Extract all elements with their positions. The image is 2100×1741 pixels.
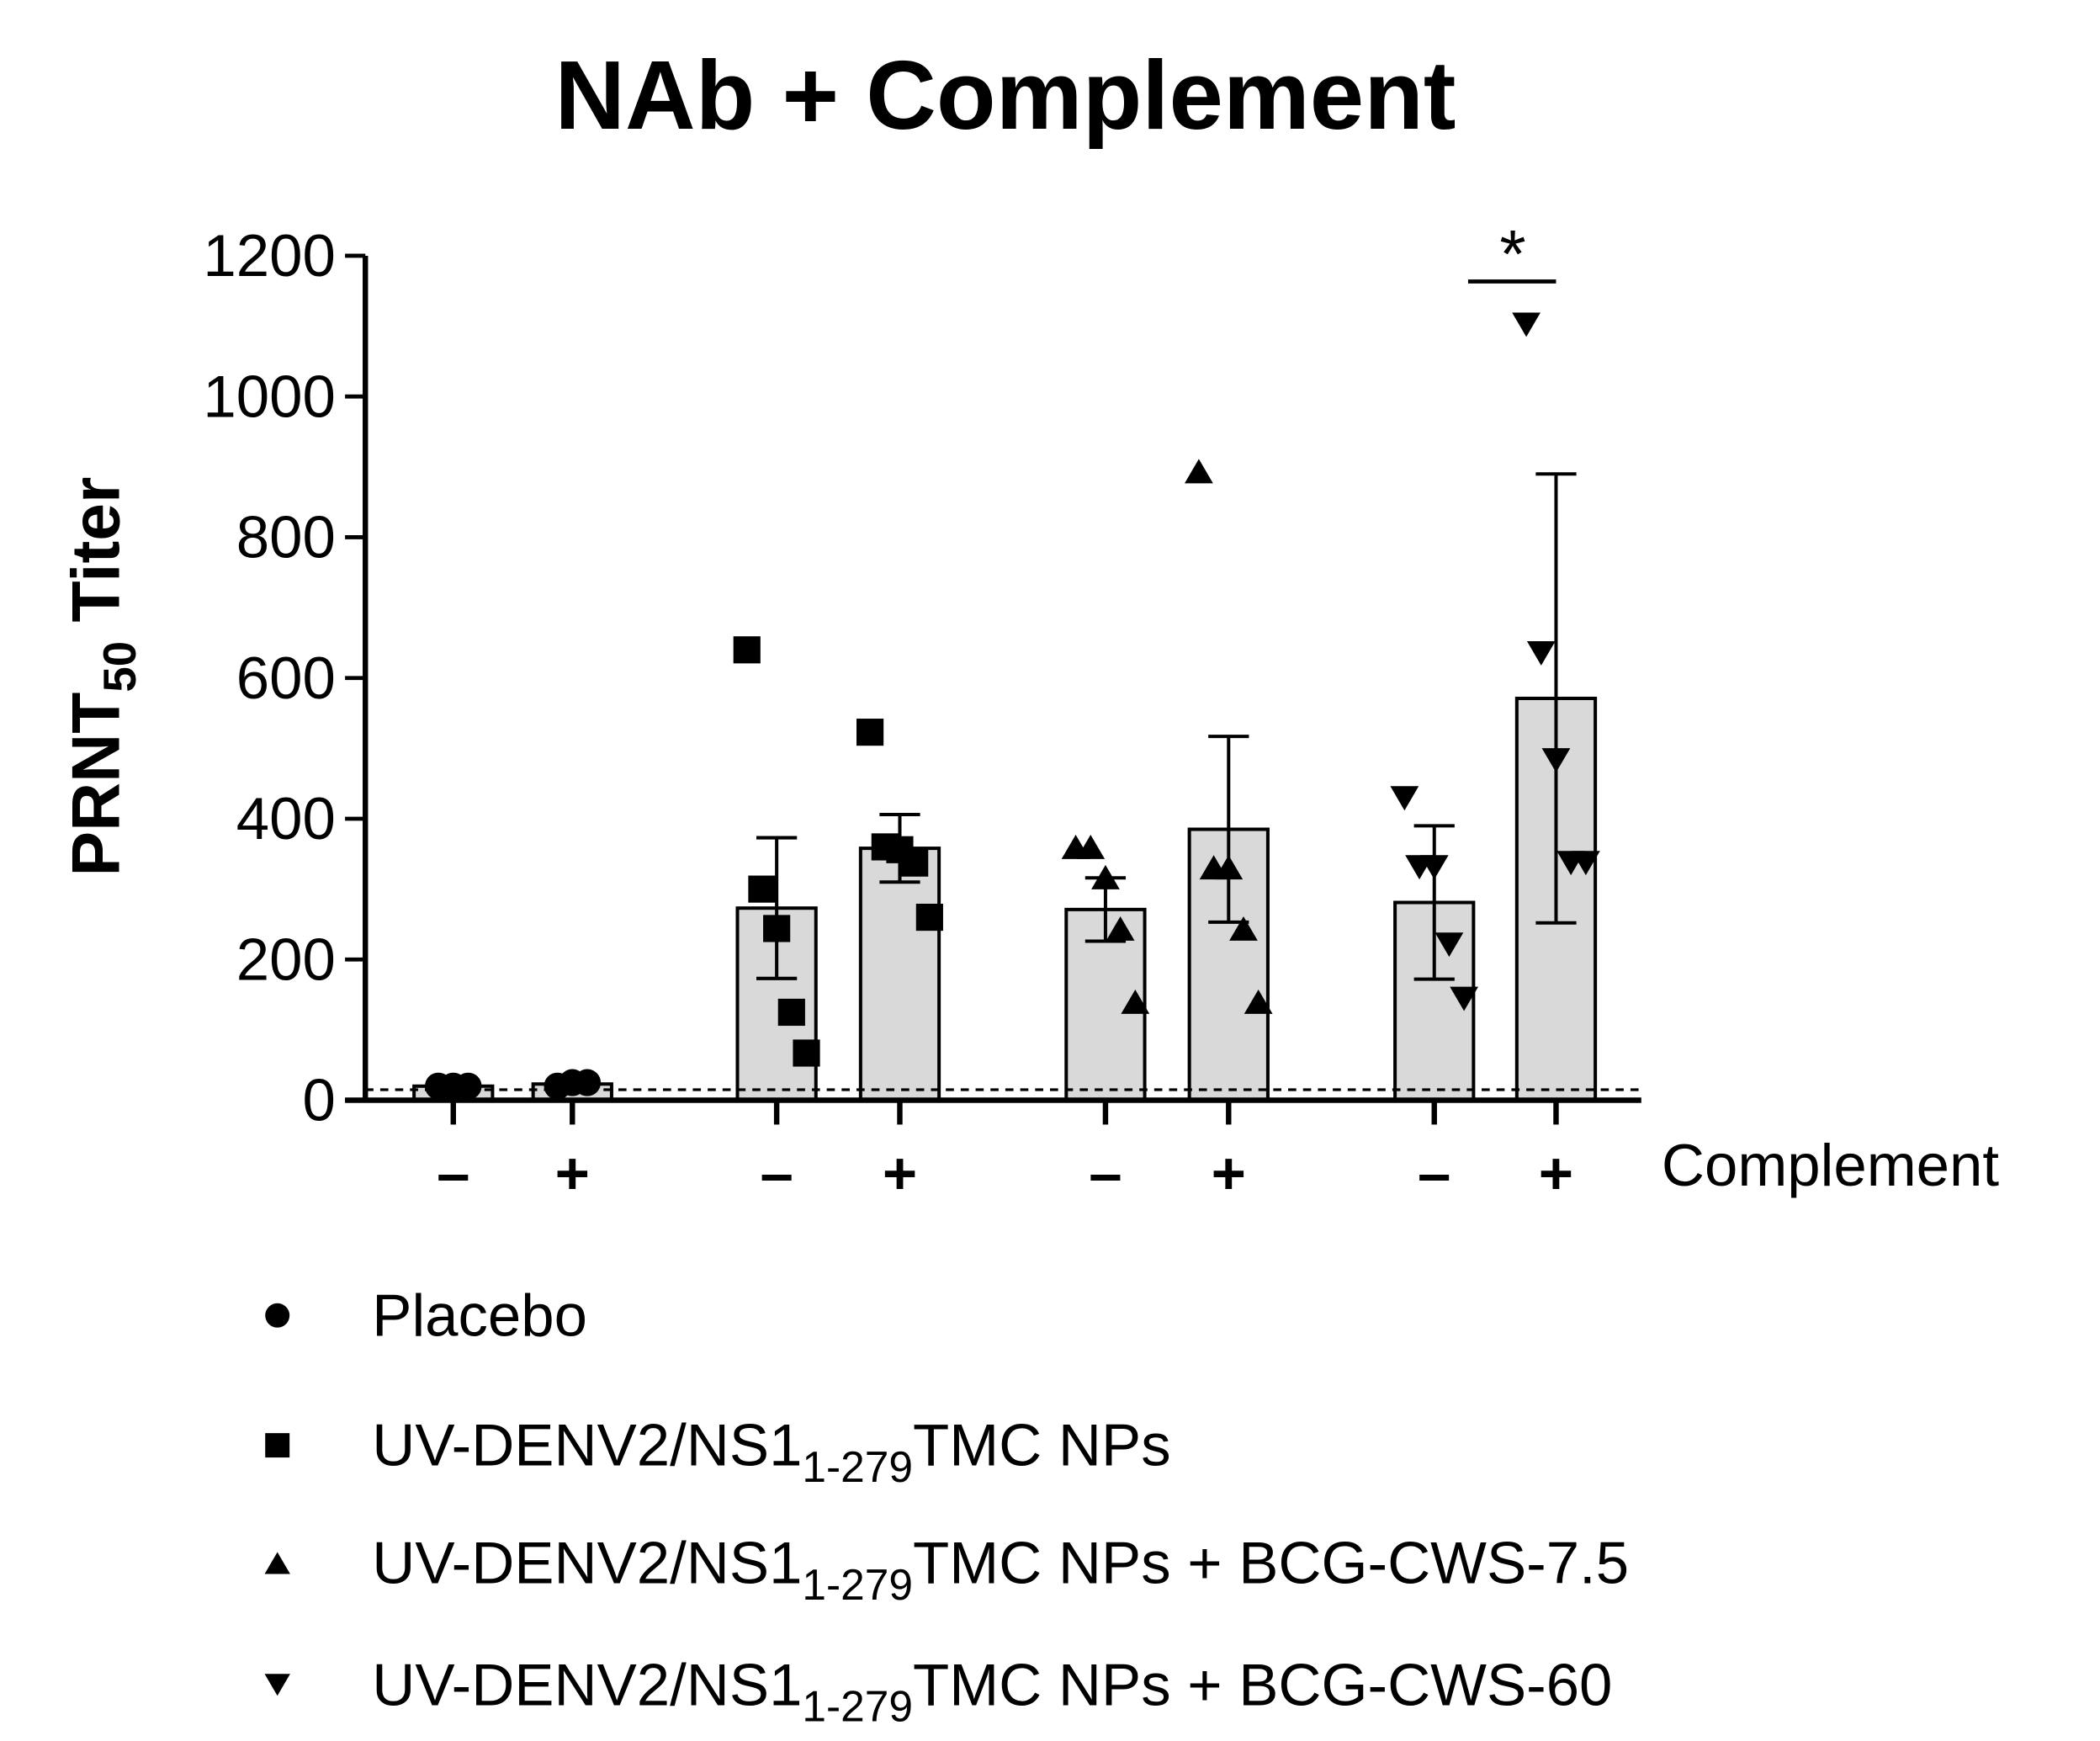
point [733,636,761,664]
point [1571,851,1600,876]
bar [858,847,941,1102]
y-label-sub: 50 [93,641,146,693]
y-tick-label: 1000 [203,363,335,429]
point [1185,459,1213,484]
y-tick-label: 400 [236,785,336,852]
point [901,849,929,877]
legend-marker [264,1552,290,1574]
legend-label-part: UV-DENV2/NS1 [372,1651,802,1717]
legend-label-part: UV-DENV2/NS1 [372,1412,802,1478]
legend-label-part: 1-279 [802,1682,913,1731]
x-tick-label: + [883,1139,917,1206]
point [1121,989,1150,1014]
y-axis-label: PRNT50 Titer [59,477,146,877]
x-tick-label: – [1418,1139,1450,1206]
point [1091,864,1120,889]
point [1106,916,1135,941]
legend-label-part: UV-DENV2/NS1 [372,1530,802,1596]
x-axis-label: Complement [1662,1132,1999,1198]
legend-label-part: TMC NPs + BCG-CWS-60 [913,1651,1612,1717]
chart-title: NAb + Complement [554,40,1456,150]
x-tick-label: – [1089,1139,1122,1206]
point [1214,855,1244,880]
y-tick-label: 800 [236,504,336,571]
legend-label: UV-DENV2/NS11-279TMC NPs + BCG-CWS-7.5 [372,1530,1629,1609]
point [1419,855,1449,880]
point [1541,748,1571,773]
point [1512,312,1541,337]
legend-marker [265,1303,290,1328]
legend-label-part: Placebo [372,1282,587,1348]
point [1076,834,1106,859]
point [856,719,884,746]
legend-marker [265,1433,290,1458]
y-label-main: PRNT [59,693,135,877]
point [1244,989,1273,1014]
y-tick-label: 0 [302,1067,335,1133]
legend-label-part: TMC NPs [913,1412,1171,1478]
legend-marker [264,1674,290,1696]
legend-label-part: 1-279 [802,1442,913,1491]
x-tick-label: – [437,1139,469,1206]
legend-label-part: TMC NPs + BCG-CWS-7.5 [913,1530,1629,1596]
x-tick-label: + [1539,1139,1573,1206]
legend-label-part: 1-279 [802,1560,913,1609]
point [915,903,943,932]
error-bar [1413,824,1455,981]
point [1390,786,1419,811]
point [454,1072,482,1100]
x-tick-label: + [555,1139,590,1206]
legend-label: Placebo [372,1282,587,1348]
y-label-rest: Titer [59,477,135,641]
x-tick-label: + [1212,1139,1246,1206]
point [748,875,776,903]
point [1526,640,1556,666]
point [777,998,805,1027]
point [1450,986,1479,1011]
significance-label: * [1499,217,1525,293]
point [1434,932,1464,958]
y-tick-label: 1200 [203,222,335,289]
legend-label: UV-DENV2/NS11-279TMC NPs [372,1412,1170,1491]
error-bar [1535,472,1577,925]
point [793,1039,820,1067]
y-tick-label: 200 [236,926,336,992]
legend-label: UV-DENV2/NS11-279TMC NPs + BCG-CWS-60 [372,1651,1612,1730]
error-bar [756,836,798,980]
y-tick-label: 600 [236,645,336,711]
point [573,1069,602,1096]
point [763,915,791,942]
point [1229,916,1258,941]
x-tick-label: – [760,1139,793,1206]
